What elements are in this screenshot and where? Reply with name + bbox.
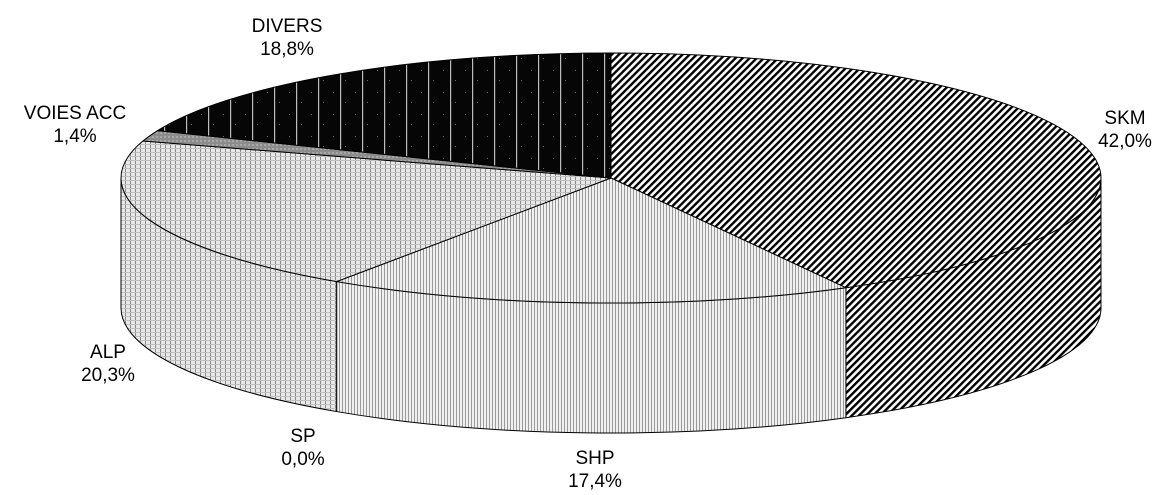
label-skm: SKM 42,0% xyxy=(1075,107,1162,153)
pie-walls xyxy=(120,177,1102,434)
pie-wall-shp xyxy=(336,280,847,434)
pie-slice-alp xyxy=(120,140,612,283)
label-voies-acc-name: VOIES ACC xyxy=(23,103,127,124)
label-alp-name: ALP xyxy=(90,342,126,363)
pie-slice-skm xyxy=(610,52,1102,289)
label-divers-name: DIVERS xyxy=(251,16,323,37)
pie-tops xyxy=(120,52,1102,304)
label-divers: DIVERS 18,8% xyxy=(222,15,352,61)
label-voies-acc: VOIES ACC 1,4% xyxy=(0,102,150,148)
label-skm-value: 42,0% xyxy=(1098,131,1152,152)
label-alp-value: 20,3% xyxy=(81,365,135,386)
label-alp: ALP 20,3% xyxy=(58,341,158,387)
label-sp-value: 0,0% xyxy=(281,449,325,470)
label-divers-value: 18,8% xyxy=(260,39,314,60)
label-skm-name: SKM xyxy=(1104,108,1146,129)
label-voies-acc-value: 1,4% xyxy=(53,126,97,147)
pie-slice-shp xyxy=(334,177,848,304)
label-sp-name: SP xyxy=(290,426,316,447)
label-sp: SP 0,0% xyxy=(253,425,353,471)
label-shp: SHP 17,4% xyxy=(545,447,645,493)
pie-slice-divers xyxy=(155,52,612,179)
label-shp-value: 17,4% xyxy=(568,471,622,492)
label-shp-name: SHP xyxy=(575,448,615,469)
